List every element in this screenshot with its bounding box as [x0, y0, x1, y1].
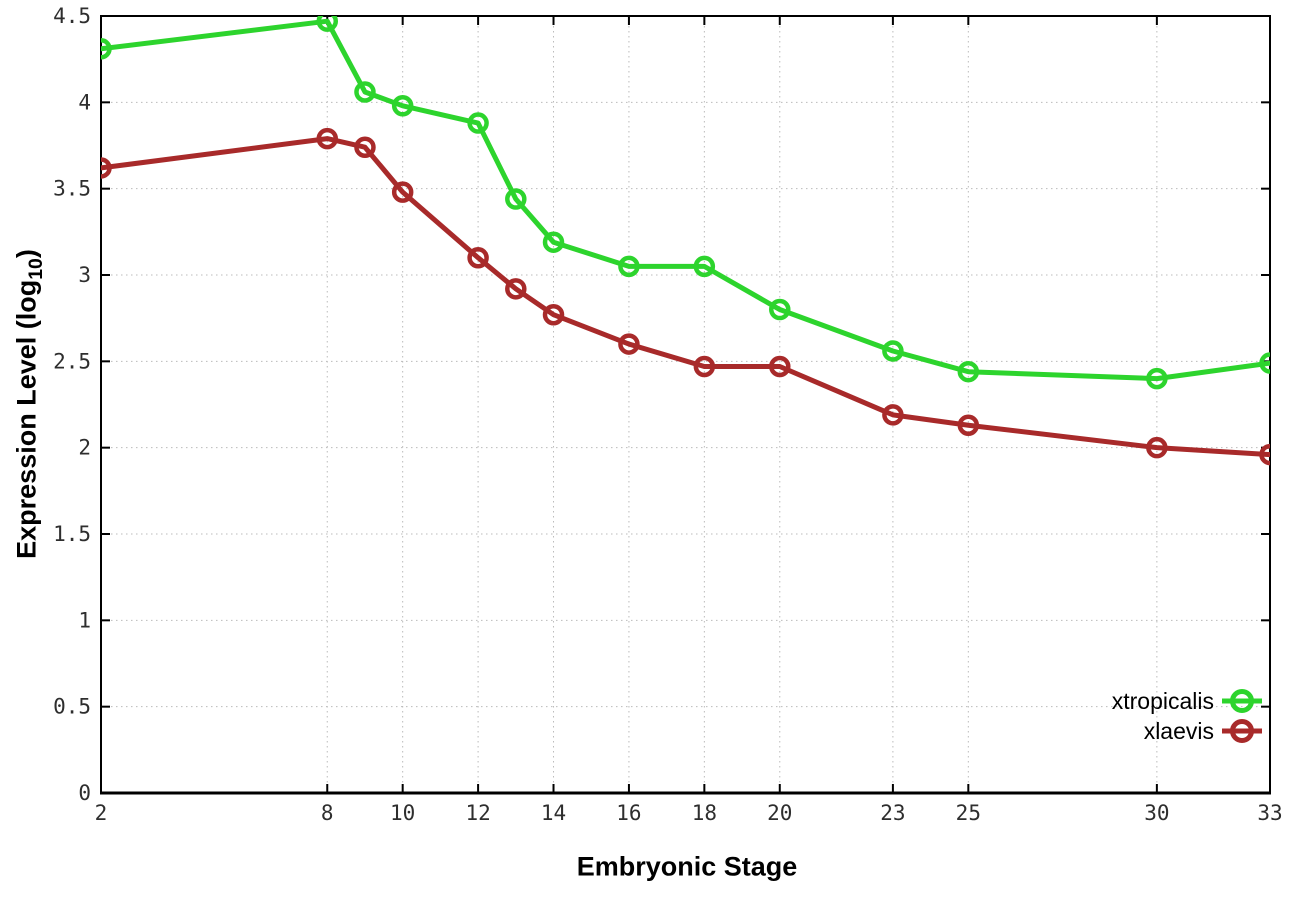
- data-point-xtropicalis: [618, 255, 640, 278]
- y-tick-label: 2.5: [53, 349, 91, 373]
- gridlines-group: [100, 15, 1271, 794]
- data-point-xtropicalis: [354, 81, 376, 103]
- x-tick-label: 8: [321, 801, 334, 825]
- y-tick-label: 4.5: [53, 4, 91, 28]
- plot-border: [100, 15, 1271, 794]
- data-point-xtropicalis: [882, 340, 904, 362]
- data-point-xlaevis: [1146, 436, 1168, 459]
- data-point-xlaevis: [354, 136, 376, 158]
- series-line-xtropicalis: [101, 18, 1270, 382]
- data-point-xlaevis: [1259, 443, 1270, 466]
- data-point-xlaevis: [542, 303, 565, 326]
- x-tick-label: 23: [880, 801, 905, 825]
- x-tick-label: 33: [1257, 801, 1282, 825]
- y-tick-label: 1.5: [53, 522, 91, 546]
- x-tick-label: 30: [1144, 801, 1169, 825]
- plot-border-group: [100, 15, 1271, 795]
- data-point-xlaevis: [882, 404, 904, 426]
- data-point-xlaevis: [467, 246, 489, 269]
- data-point-xtropicalis: [542, 231, 565, 253]
- legend-label-xlaevis: xlaevis: [1144, 718, 1214, 744]
- y-axis-title-text: Expression Level (log: [11, 279, 42, 559]
- tick-labels-group: 2 8 10 12 14 16 18 20 23 25 30 33 0 0.5 1 1.5 2 2.5 3 3.5 4 4…: [53, 4, 1283, 825]
- x-tick-label: 2: [95, 801, 108, 825]
- legend: xtropicalis xlaevis: [1112, 688, 1262, 744]
- y-tick-label: 0: [78, 781, 91, 805]
- y-axis-title: Expression Level (log10): [11, 249, 47, 559]
- data-point-xtropicalis: [693, 255, 716, 278]
- data-point-xtropicalis: [1146, 367, 1168, 390]
- y-tick-label: 4: [78, 90, 91, 114]
- x-tick-label: 20: [767, 801, 792, 825]
- x-tick-label: 25: [956, 801, 981, 825]
- data-point-xlaevis: [957, 414, 980, 436]
- data-point-xtropicalis: [316, 16, 339, 32]
- data-point-xlaevis: [618, 333, 640, 355]
- data-point-xtropicalis: [957, 360, 980, 383]
- series-line-xlaevis: [101, 136, 1270, 458]
- legend-marker-xlaevis: [1230, 719, 1254, 743]
- data-point-xlaevis: [316, 127, 339, 150]
- data-point-xlaevis: [505, 278, 527, 300]
- tick-marks-group: [100, 15, 1271, 794]
- data-point-xlaevis: [693, 355, 716, 378]
- x-tick-label: 14: [541, 801, 566, 825]
- legend-marker-xtropicalis: [1230, 689, 1254, 713]
- y-axis-title-close: ): [11, 249, 42, 259]
- data-point-xtropicalis: [1259, 352, 1270, 374]
- data-series-group: [101, 16, 1270, 466]
- data-point-xtropicalis: [505, 188, 527, 210]
- data-point-xtropicalis: [467, 112, 489, 134]
- y-axis-title-subscript: 10: [24, 258, 47, 280]
- x-tick-label: 12: [465, 801, 490, 825]
- x-axis-title: Embryonic Stage: [576, 851, 798, 882]
- data-point-xtropicalis: [391, 95, 414, 117]
- x-tick-label: 16: [616, 801, 641, 825]
- y-tick-label: 3: [78, 263, 91, 287]
- y-tick-label: 0.5: [53, 695, 91, 719]
- x-tick-label: 18: [692, 801, 717, 825]
- data-point-xtropicalis: [101, 38, 112, 60]
- data-point-xtropicalis: [769, 298, 791, 321]
- x-tick-label: 10: [390, 801, 415, 825]
- data-point-xlaevis: [101, 157, 112, 179]
- y-tick-label: 1: [78, 608, 91, 632]
- y-tick-label: 2: [78, 436, 91, 460]
- data-point-xlaevis: [391, 181, 414, 203]
- y-tick-label: 3.5: [53, 177, 91, 201]
- legend-label-xtropicalis: xtropicalis: [1112, 688, 1214, 714]
- data-point-xlaevis: [769, 355, 791, 378]
